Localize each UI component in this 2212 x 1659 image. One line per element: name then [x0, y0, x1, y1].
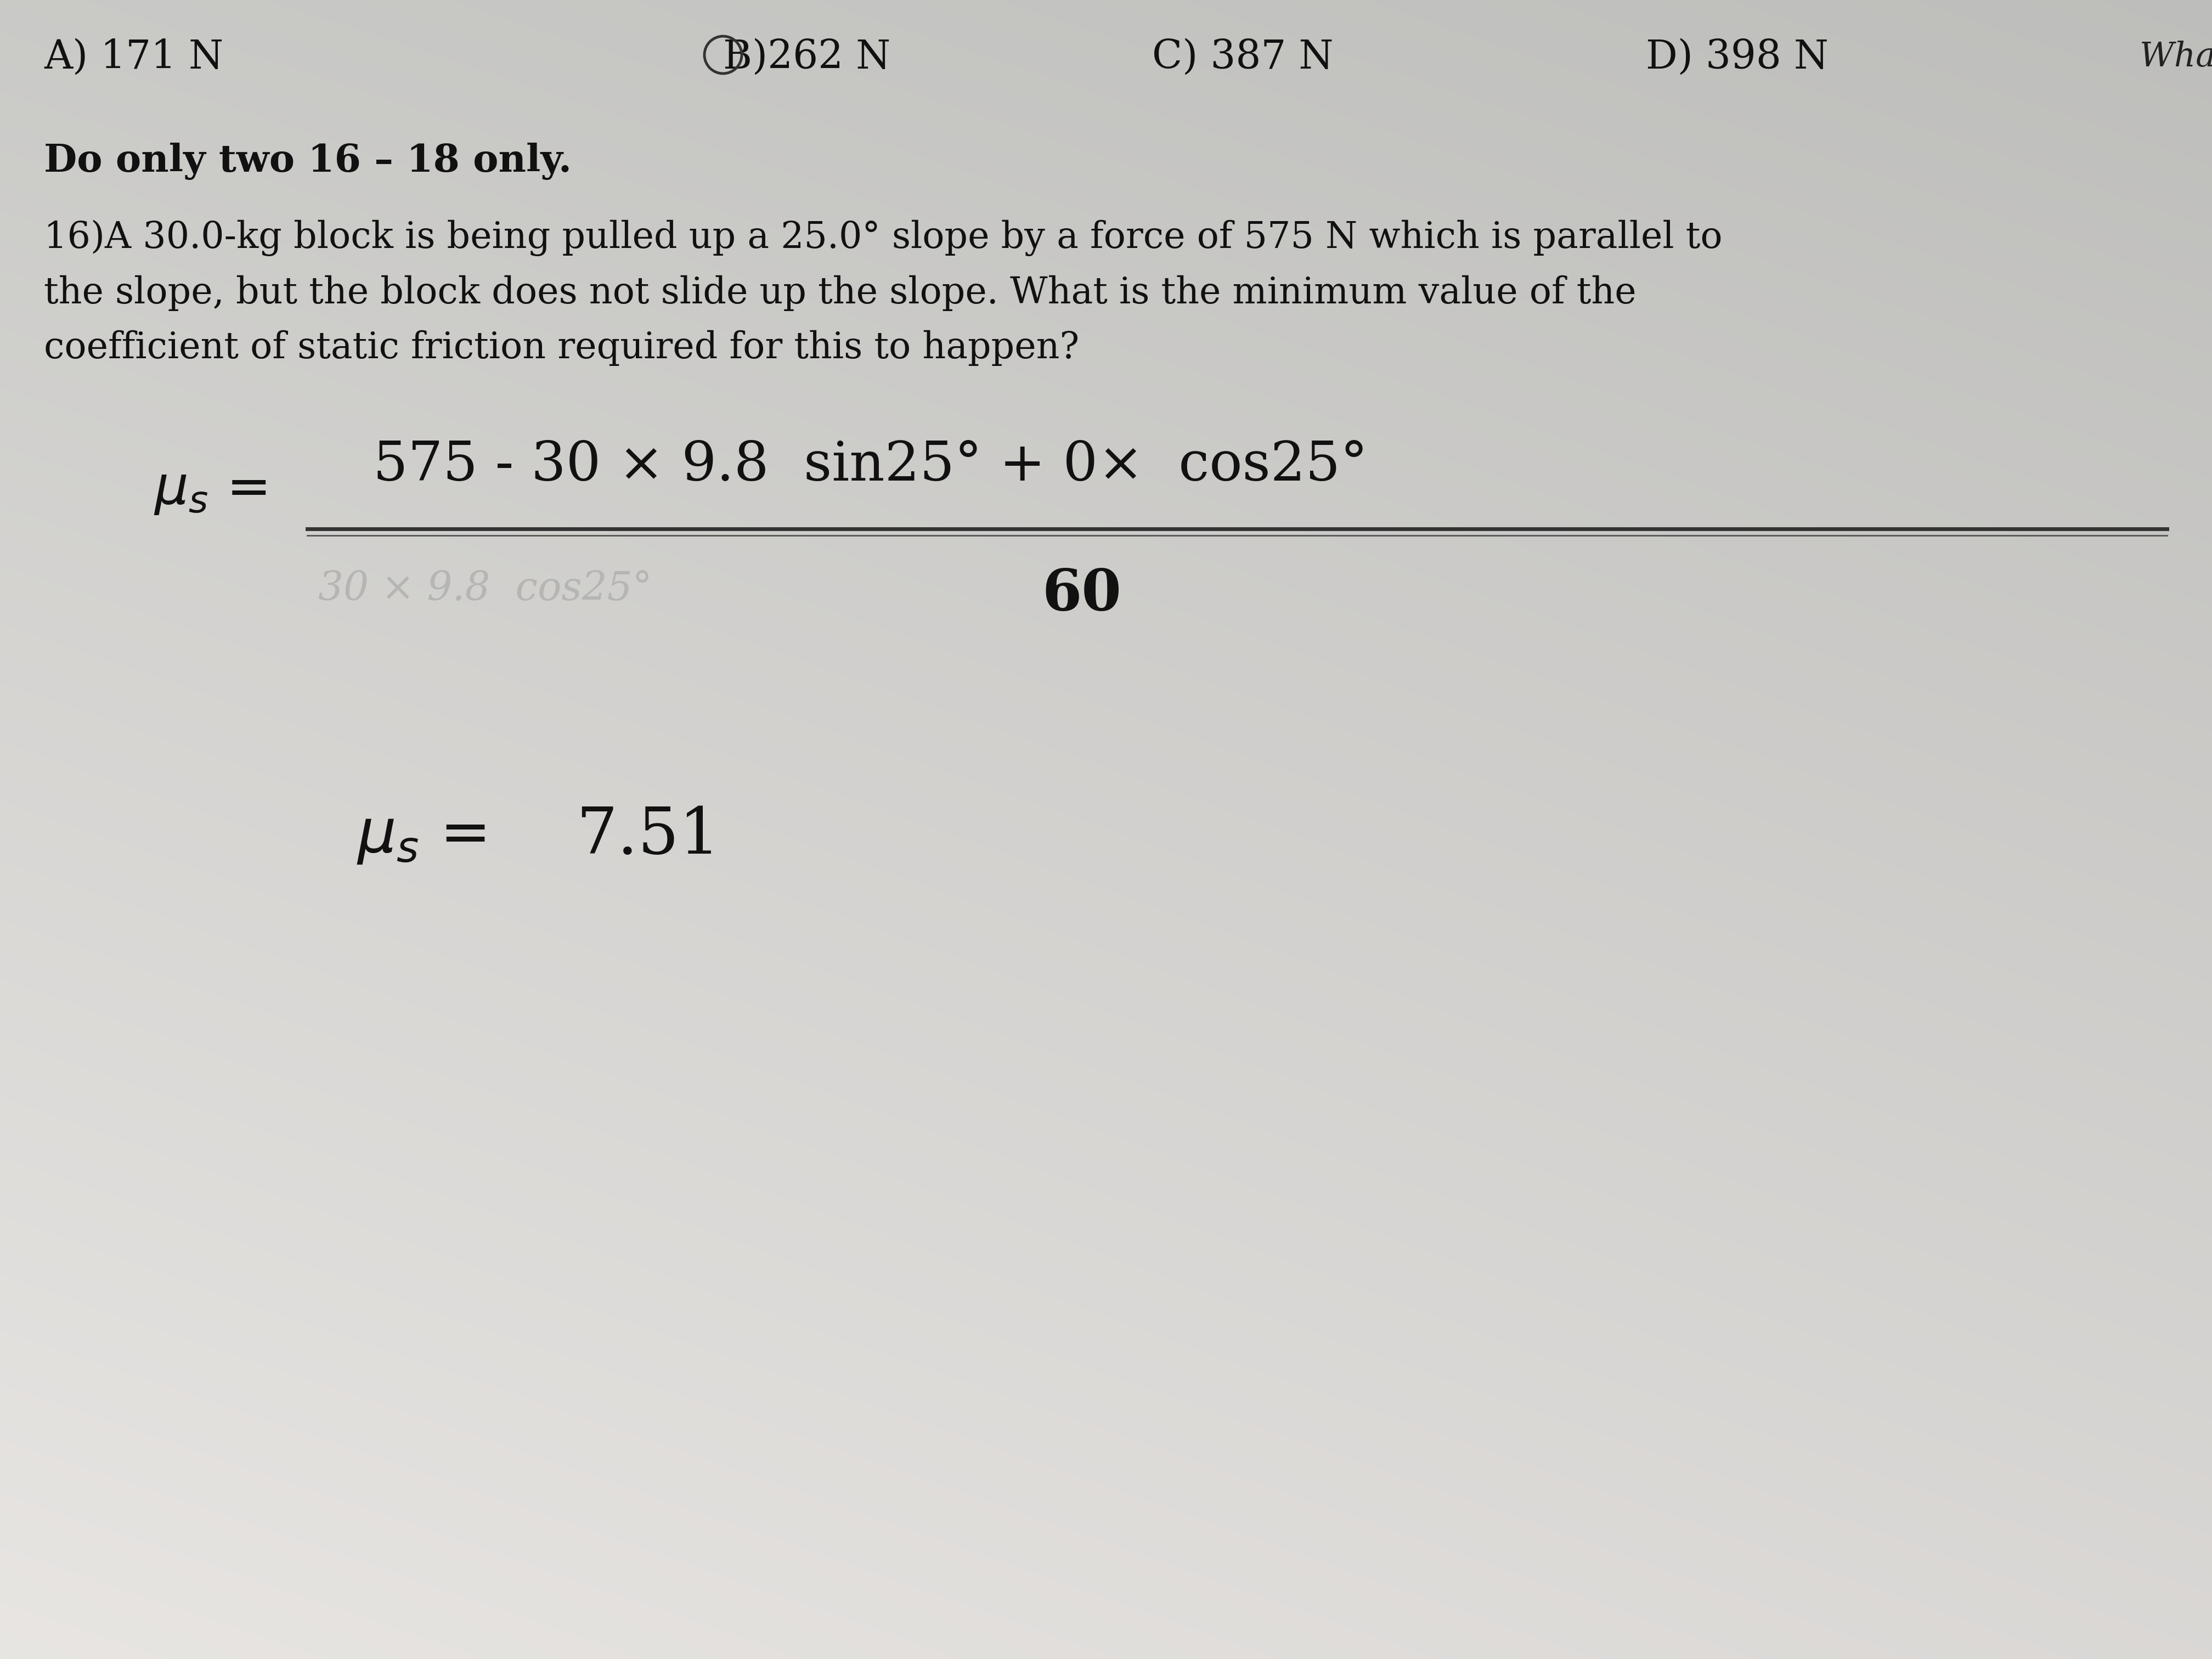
Text: coefficient of static friction required for this to happen?: coefficient of static friction required …: [44, 330, 1079, 365]
Text: 16)A 30.0-kg block is being pulled up a 25.0° slope by a force of 575 N which is: 16)A 30.0-kg block is being pulled up a …: [44, 221, 1723, 255]
Text: 30 × 9.8  cos25°: 30 × 9.8 cos25°: [319, 569, 653, 609]
Text: 7.51: 7.51: [575, 805, 721, 868]
Text: What is: What is: [2139, 40, 2212, 73]
Text: D) 398 N: D) 398 N: [1646, 38, 1829, 76]
Text: A) 171 N: A) 171 N: [44, 38, 223, 76]
Text: $\mu_s$ =: $\mu_s$ =: [356, 806, 484, 866]
Text: Do only two 16 – 18 only.: Do only two 16 – 18 only.: [44, 143, 571, 179]
Text: $\mu_s$ =: $\mu_s$ =: [153, 465, 265, 516]
Text: C) 387 N: C) 387 N: [1152, 38, 1334, 76]
Text: the slope, but the block does not slide up the slope. What is the minimum value : the slope, but the block does not slide …: [44, 275, 1637, 310]
Text: 60: 60: [1042, 567, 1121, 622]
Text: 575 - 30 × 9.8  sin25° + 0×  cos25°: 575 - 30 × 9.8 sin25° + 0× cos25°: [374, 440, 1367, 493]
Text: B)262 N: B)262 N: [723, 38, 891, 76]
